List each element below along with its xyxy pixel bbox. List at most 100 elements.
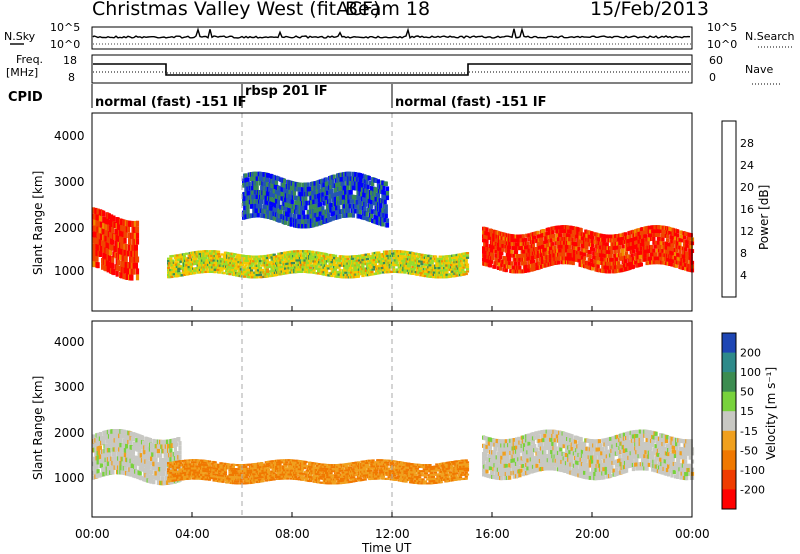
power-cell [454, 263, 458, 266]
power-cell [679, 234, 683, 239]
power-cell [184, 268, 188, 272]
power-cell [678, 237, 682, 242]
power-cell [519, 234, 523, 239]
power-cell [238, 272, 242, 275]
power-cell [179, 260, 183, 263]
power-cell [494, 257, 498, 262]
power-cell [293, 213, 297, 219]
power-cell [403, 260, 407, 263]
power-cell [293, 190, 297, 196]
power-cell [395, 252, 399, 255]
power-cell [346, 257, 350, 261]
power-cell [558, 256, 562, 261]
power-cell [182, 257, 187, 260]
power-cell [106, 224, 110, 231]
power-cell [135, 220, 140, 227]
power-cell [381, 259, 385, 263]
power-cell [489, 228, 494, 233]
power-cell [371, 263, 375, 267]
power-cell [569, 256, 573, 261]
power-cell [431, 257, 435, 260]
power-cell [379, 207, 383, 212]
power-cell [594, 236, 598, 241]
power-cell [354, 172, 358, 177]
power-cell [323, 266, 327, 269]
power-cell [578, 235, 582, 240]
power-cell [185, 257, 189, 260]
power-cell [330, 202, 334, 208]
power-cell [589, 258, 593, 263]
power-cell [312, 222, 316, 228]
power-cell [189, 270, 193, 273]
power-cell [657, 260, 662, 265]
power-cell [198, 252, 202, 256]
power-cell [299, 191, 303, 197]
power-cell [364, 269, 368, 272]
power-cell [169, 257, 173, 260]
power-cell [620, 237, 624, 241]
power-cell [287, 207, 291, 213]
power-cell [380, 257, 384, 260]
power-cell [448, 275, 452, 278]
power-cell [568, 241, 572, 246]
power-cell [379, 262, 383, 265]
power-cell [575, 258, 579, 262]
power-cell [135, 238, 140, 245]
power-cell [310, 269, 314, 272]
power-cell [255, 271, 259, 274]
power-cell [673, 236, 677, 241]
power-cell [269, 196, 273, 202]
power-cell [351, 199, 356, 204]
power-cell [524, 257, 528, 262]
power-cell [270, 215, 274, 220]
power-cell [657, 237, 662, 241]
power-cell [316, 207, 320, 213]
power-cell [505, 260, 509, 265]
power-cell [508, 265, 512, 269]
power-cell [232, 262, 237, 265]
power-cell [345, 264, 349, 267]
power-cell [182, 253, 187, 256]
power-cell [263, 266, 267, 269]
power-cell [400, 257, 404, 260]
power-cell [98, 251, 102, 257]
power-cell [186, 259, 190, 262]
power-cell [591, 235, 595, 240]
power-cell [450, 263, 454, 267]
power-cell [455, 258, 459, 261]
cpid-panel: CPID normal (fast) -151 IF rbsp 201 IF n… [8, 84, 546, 110]
power-cell [239, 261, 243, 264]
power-cell [613, 238, 617, 243]
nave-tick-bottom: 0 [709, 71, 716, 84]
velocity-cell [107, 443, 112, 448]
power-cell [281, 261, 285, 264]
power-cell [287, 212, 291, 217]
power-cell [367, 267, 371, 270]
power-cell [320, 183, 324, 189]
power-cell [382, 190, 386, 195]
power-cell [519, 242, 523, 247]
velocity-cell [114, 456, 118, 461]
power-cell [243, 275, 247, 278]
power-cell [217, 266, 221, 269]
power-cell [244, 182, 248, 187]
power-cell [321, 178, 325, 184]
power-cell [447, 261, 451, 265]
power-cell [373, 210, 377, 215]
power-cell [396, 257, 400, 260]
power-cell [423, 272, 427, 275]
power-cell [377, 251, 381, 254]
power-cell [270, 270, 274, 273]
power-cell [496, 250, 500, 255]
power-cell [614, 257, 618, 262]
velocity-cell [96, 469, 100, 474]
power-cell [331, 211, 335, 217]
power-cell [270, 192, 274, 198]
power-cell [96, 214, 100, 221]
power-cell [255, 267, 259, 270]
power-cell [197, 262, 201, 265]
power-cell [200, 250, 204, 253]
freq-panel-frame [91, 54, 693, 84]
power-cell [341, 208, 345, 214]
velocity-cell [129, 472, 133, 477]
